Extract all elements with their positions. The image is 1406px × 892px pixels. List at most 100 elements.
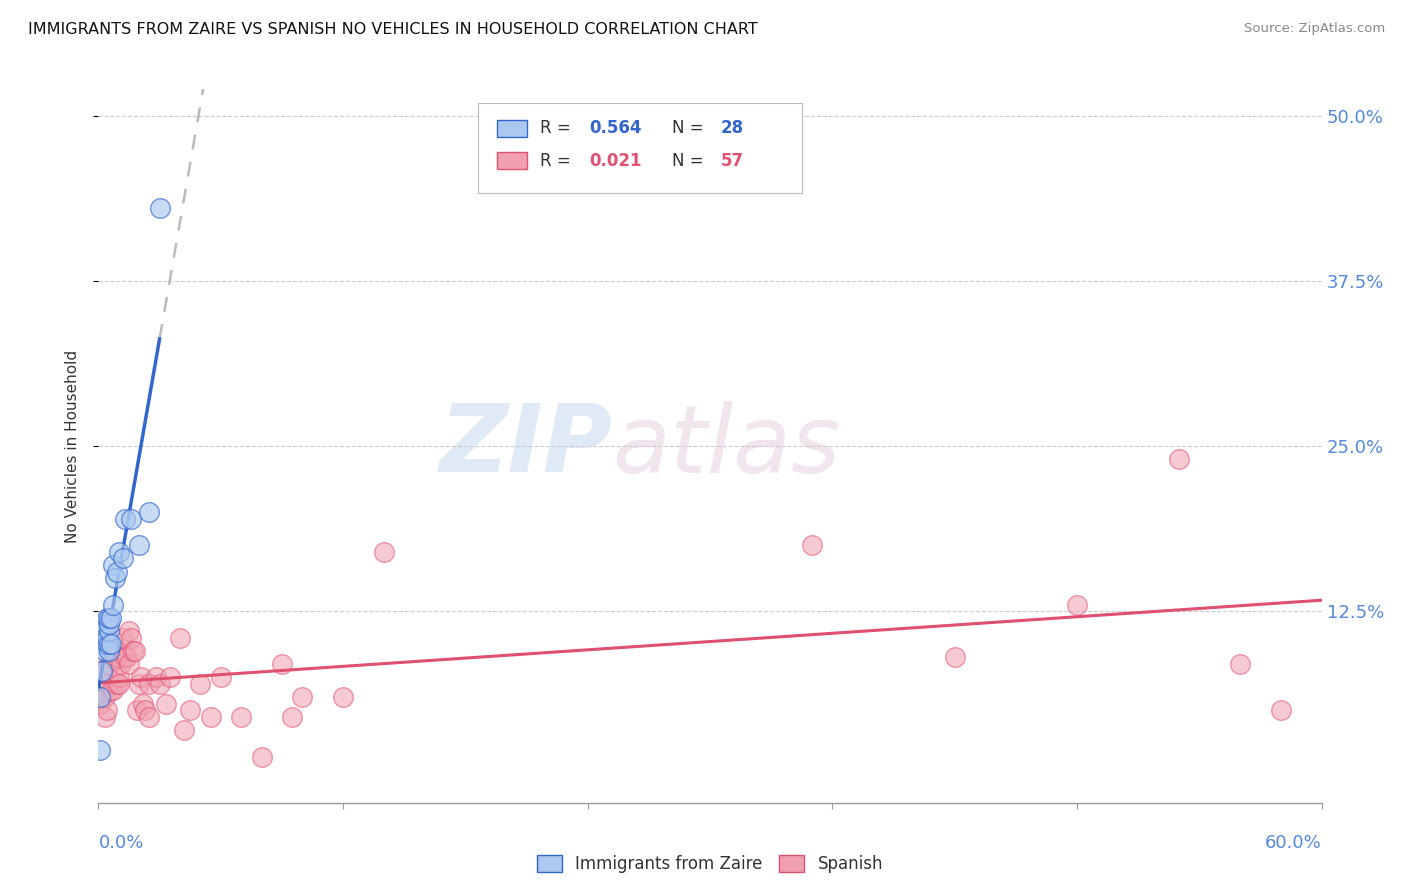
Point (1066, 598, 1088, 612)
Point (93, 690, 115, 704)
Point (96, 637, 118, 651)
Point (149, 677, 172, 691)
Text: 0.021: 0.021 (589, 152, 641, 169)
Point (110, 657, 132, 671)
Point (93, 624, 115, 638)
Point (138, 677, 160, 691)
Point (122, 644, 145, 658)
Text: 57: 57 (721, 152, 744, 169)
Point (801, 538, 824, 552)
Point (120, 631, 142, 645)
Point (101, 558, 124, 572)
Point (101, 598, 124, 612)
Point (97, 624, 120, 638)
Legend: Immigrants from Zaire, Spanish: Immigrants from Zaire, Spanish (530, 848, 890, 880)
Point (97, 677, 120, 691)
Point (124, 644, 146, 658)
Point (118, 624, 141, 638)
Point (91, 690, 114, 704)
Point (281, 710, 304, 724)
Point (97, 637, 120, 651)
Point (93, 617, 115, 632)
Point (104, 644, 127, 658)
Text: 28: 28 (721, 120, 744, 137)
Point (89, 697, 111, 711)
Point (93, 710, 115, 724)
Point (118, 657, 141, 671)
Point (101, 644, 124, 658)
Point (120, 511, 142, 525)
Point (200, 710, 222, 724)
Point (114, 511, 136, 525)
Point (104, 653, 127, 667)
Point (111, 631, 134, 645)
Text: ZIP: ZIP (439, 400, 612, 492)
Text: R =: R = (540, 152, 576, 169)
Point (291, 690, 314, 704)
Point (129, 670, 152, 684)
Point (91, 637, 114, 651)
Point (111, 551, 134, 566)
Text: Source: ZipAtlas.com: Source: ZipAtlas.com (1244, 22, 1385, 36)
Point (114, 650, 136, 665)
Text: IMMIGRANTS FROM ZAIRE VS SPANISH NO VEHICLES IN HOUSEHOLD CORRELATION CHART: IMMIGRANTS FROM ZAIRE VS SPANISH NO VEHI… (28, 22, 758, 37)
Point (128, 677, 150, 691)
Point (188, 677, 212, 691)
Point (209, 670, 232, 684)
Point (231, 710, 253, 724)
Point (93, 644, 115, 658)
Point (100, 611, 122, 625)
Point (159, 670, 181, 684)
Point (91, 664, 114, 678)
FancyBboxPatch shape (498, 152, 527, 169)
Point (250, 749, 273, 764)
Point (332, 690, 354, 704)
Point (97, 611, 120, 625)
Point (132, 697, 155, 711)
Point (128, 538, 150, 552)
Point (1270, 703, 1292, 717)
Point (373, 545, 395, 559)
Text: N =: N = (672, 120, 709, 137)
Point (100, 637, 122, 651)
Point (101, 683, 124, 698)
Point (179, 703, 201, 717)
Point (173, 723, 195, 738)
Point (100, 644, 122, 658)
Text: N =: N = (672, 152, 709, 169)
Point (134, 703, 156, 717)
Point (96, 703, 118, 717)
Point (97, 644, 120, 658)
FancyBboxPatch shape (478, 103, 801, 193)
Point (108, 545, 131, 559)
Text: R =: R = (540, 120, 576, 137)
Point (100, 683, 122, 698)
Point (155, 697, 177, 711)
Point (104, 571, 127, 585)
Point (97, 657, 120, 671)
Point (138, 505, 160, 519)
Text: 0.564: 0.564 (589, 120, 641, 137)
Text: 60.0%: 60.0% (1265, 834, 1322, 852)
Point (1229, 657, 1251, 671)
Point (89, 690, 111, 704)
Point (943, 650, 966, 665)
Point (1167, 452, 1189, 467)
Text: 0.0%: 0.0% (98, 834, 143, 852)
Point (115, 650, 138, 665)
Point (145, 670, 167, 684)
Point (108, 670, 131, 684)
Text: atlas: atlas (612, 401, 841, 491)
Point (96, 631, 118, 645)
FancyBboxPatch shape (498, 120, 527, 137)
Point (105, 650, 128, 665)
Point (108, 677, 131, 691)
Point (169, 631, 191, 645)
Point (105, 677, 128, 691)
Point (105, 565, 128, 579)
Point (127, 703, 149, 717)
Point (138, 710, 160, 724)
Point (97, 617, 120, 632)
Point (96, 611, 118, 625)
Point (149, 201, 172, 215)
